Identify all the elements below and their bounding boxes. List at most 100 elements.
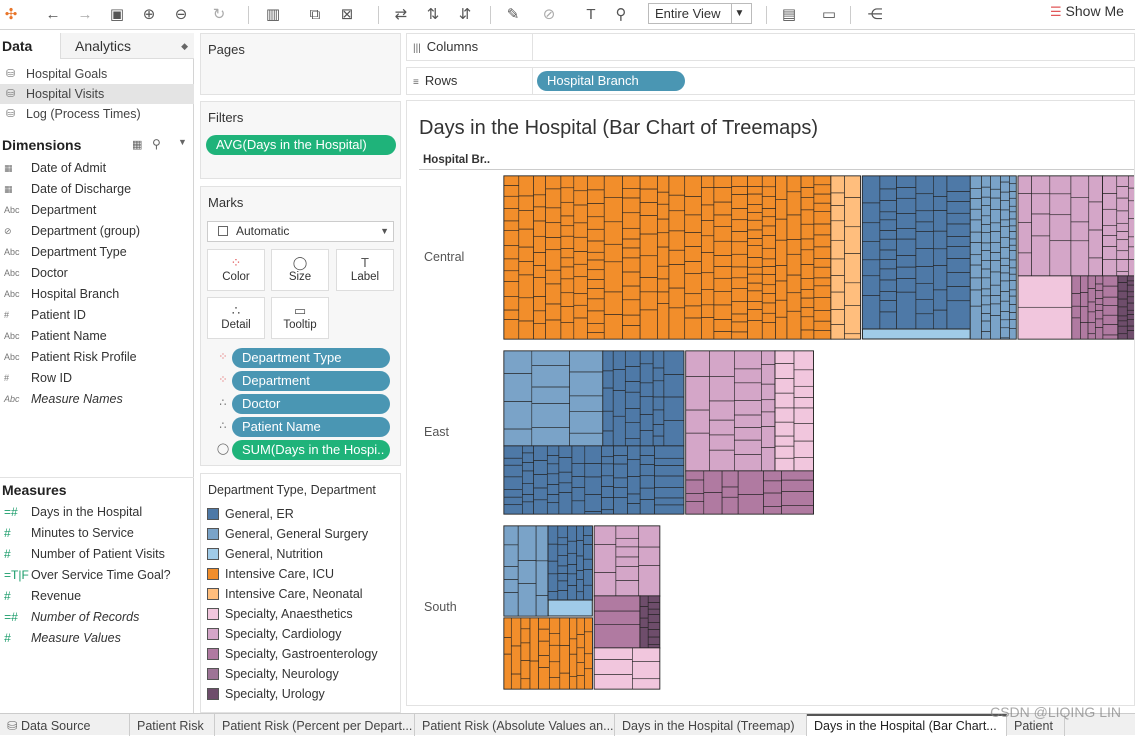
treemap-cell[interactable] xyxy=(734,368,762,384)
treemap-cell[interactable] xyxy=(587,259,605,271)
treemap-cell[interactable] xyxy=(547,573,559,592)
treemap-cell[interactable] xyxy=(503,373,533,402)
treemap-cell[interactable] xyxy=(813,234,832,248)
mark-button-color[interactable]: ⁘ Color xyxy=(207,249,265,291)
treemap-cell[interactable] xyxy=(533,487,548,501)
treemap-cell[interactable] xyxy=(535,595,549,617)
treemap-cell[interactable] xyxy=(990,222,1001,232)
treemap-cell[interactable] xyxy=(652,396,665,411)
treemap-cell[interactable] xyxy=(946,175,971,192)
treemap-cell[interactable] xyxy=(862,222,881,242)
treemap-cell[interactable] xyxy=(761,350,776,365)
treemap-cell[interactable] xyxy=(1009,267,1017,275)
treemap-cell[interactable] xyxy=(1116,239,1129,252)
treemap-cell[interactable] xyxy=(652,409,665,425)
treemap-cell[interactable] xyxy=(602,350,614,372)
treemap-cell[interactable] xyxy=(668,307,686,340)
treemap-cell[interactable] xyxy=(657,278,670,293)
treemap-cell[interactable] xyxy=(613,463,628,479)
treemap-cell[interactable] xyxy=(774,392,795,409)
treemap-cell[interactable] xyxy=(731,253,748,268)
treemap-cell[interactable] xyxy=(970,175,982,189)
treemap-cell[interactable] xyxy=(533,310,546,324)
treemap-cell[interactable] xyxy=(981,320,991,332)
treemap-cell[interactable] xyxy=(601,475,614,487)
treemap-cell[interactable] xyxy=(970,198,982,210)
treemap-cell[interactable] xyxy=(990,315,1001,340)
treemap-cell[interactable] xyxy=(1031,175,1051,195)
treemap-cell[interactable] xyxy=(747,238,763,246)
treemap-cell[interactable] xyxy=(813,330,832,340)
show-cards-icon[interactable]: ▤ xyxy=(781,6,797,23)
treemap-cell[interactable] xyxy=(731,266,748,279)
treemap-cell[interactable] xyxy=(781,491,814,506)
treemap-cell[interactable] xyxy=(1126,325,1135,331)
treemap-cell[interactable] xyxy=(639,396,654,415)
treemap-cell[interactable] xyxy=(981,205,991,217)
treemap-cell[interactable] xyxy=(583,544,593,560)
treemap-cell[interactable] xyxy=(793,397,814,409)
treemap-cell[interactable] xyxy=(990,242,1001,253)
treemap-cell[interactable] xyxy=(946,201,971,214)
treemap-cell[interactable] xyxy=(915,282,934,300)
treemap-cell[interactable] xyxy=(915,210,934,223)
treemap-cell[interactable] xyxy=(587,332,605,340)
treemap-cell[interactable] xyxy=(533,194,546,208)
treemap-cell[interactable] xyxy=(879,291,897,301)
treemap-cell[interactable] xyxy=(981,186,991,198)
treemap-cell[interactable] xyxy=(990,231,1001,243)
treemap-cell[interactable] xyxy=(657,265,670,280)
treemap-cell[interactable] xyxy=(862,295,881,330)
treemap-cell[interactable] xyxy=(546,502,560,515)
treemap-cell[interactable] xyxy=(622,188,641,199)
treemap-cell[interactable] xyxy=(622,212,641,229)
treemap-cell[interactable] xyxy=(1126,309,1135,315)
treemap-cell[interactable] xyxy=(518,297,534,322)
treemap-cell[interactable] xyxy=(685,470,705,481)
treemap-cell[interactable] xyxy=(1126,314,1135,320)
treemap-cell[interactable] xyxy=(533,460,548,475)
treemap-cell[interactable] xyxy=(657,303,670,340)
treemap-cell[interactable] xyxy=(1126,280,1135,286)
treemap-cell[interactable] xyxy=(603,221,623,245)
treemap-cell[interactable] xyxy=(763,492,782,507)
treemap-cell[interactable] xyxy=(627,445,641,461)
treemap-cell[interactable] xyxy=(701,304,715,318)
treemap-cell[interactable] xyxy=(639,414,654,431)
treemap-cell[interactable] xyxy=(1117,333,1128,340)
treemap-cell[interactable] xyxy=(535,525,549,562)
treemap-cell[interactable] xyxy=(879,175,897,190)
treemap-cell[interactable] xyxy=(517,583,537,617)
rows-pill-hospital-branch[interactable]: Hospital Branch xyxy=(537,71,685,91)
treemap-cell[interactable] xyxy=(844,305,861,335)
treemap-cell[interactable] xyxy=(1000,280,1010,292)
treemap-cell[interactable] xyxy=(1009,225,1017,232)
treemap-cell[interactable] xyxy=(793,440,814,458)
treemap-cell[interactable] xyxy=(946,236,971,247)
treemap-cell[interactable] xyxy=(602,370,614,389)
tab-data[interactable]: Data xyxy=(2,38,33,54)
treemap-cell[interactable] xyxy=(622,227,641,240)
treemap-cell[interactable] xyxy=(1031,193,1051,215)
treemap-cell[interactable] xyxy=(761,447,776,472)
treemap-cell[interactable] xyxy=(844,175,861,198)
treemap-cell[interactable] xyxy=(1009,191,1017,199)
treemap-cell[interactable] xyxy=(813,202,832,212)
treemap-cell[interactable] xyxy=(1000,191,1010,201)
treemap-cell[interactable] xyxy=(1000,311,1010,321)
mark-type-select[interactable]: Automatic ▼ xyxy=(207,221,394,242)
treemap-cell[interactable] xyxy=(1017,222,1032,254)
dimension-field[interactable]: ▦ Date of Admit xyxy=(0,158,194,179)
treemap-cell[interactable] xyxy=(734,350,762,370)
treemap-cell[interactable] xyxy=(531,427,570,447)
treemap-cell[interactable] xyxy=(548,644,561,663)
treemap-cell[interactable] xyxy=(632,647,660,662)
treemap-cell[interactable] xyxy=(713,187,733,203)
treemap-cell[interactable] xyxy=(639,188,658,203)
treemap-cell[interactable] xyxy=(601,456,614,465)
treemap-cell[interactable] xyxy=(981,331,991,340)
treemap-cell[interactable] xyxy=(800,264,815,279)
treemap-cell[interactable] xyxy=(786,175,802,193)
treemap-cell[interactable] xyxy=(684,293,702,307)
measure-field[interactable]: # Revenue xyxy=(0,586,194,607)
